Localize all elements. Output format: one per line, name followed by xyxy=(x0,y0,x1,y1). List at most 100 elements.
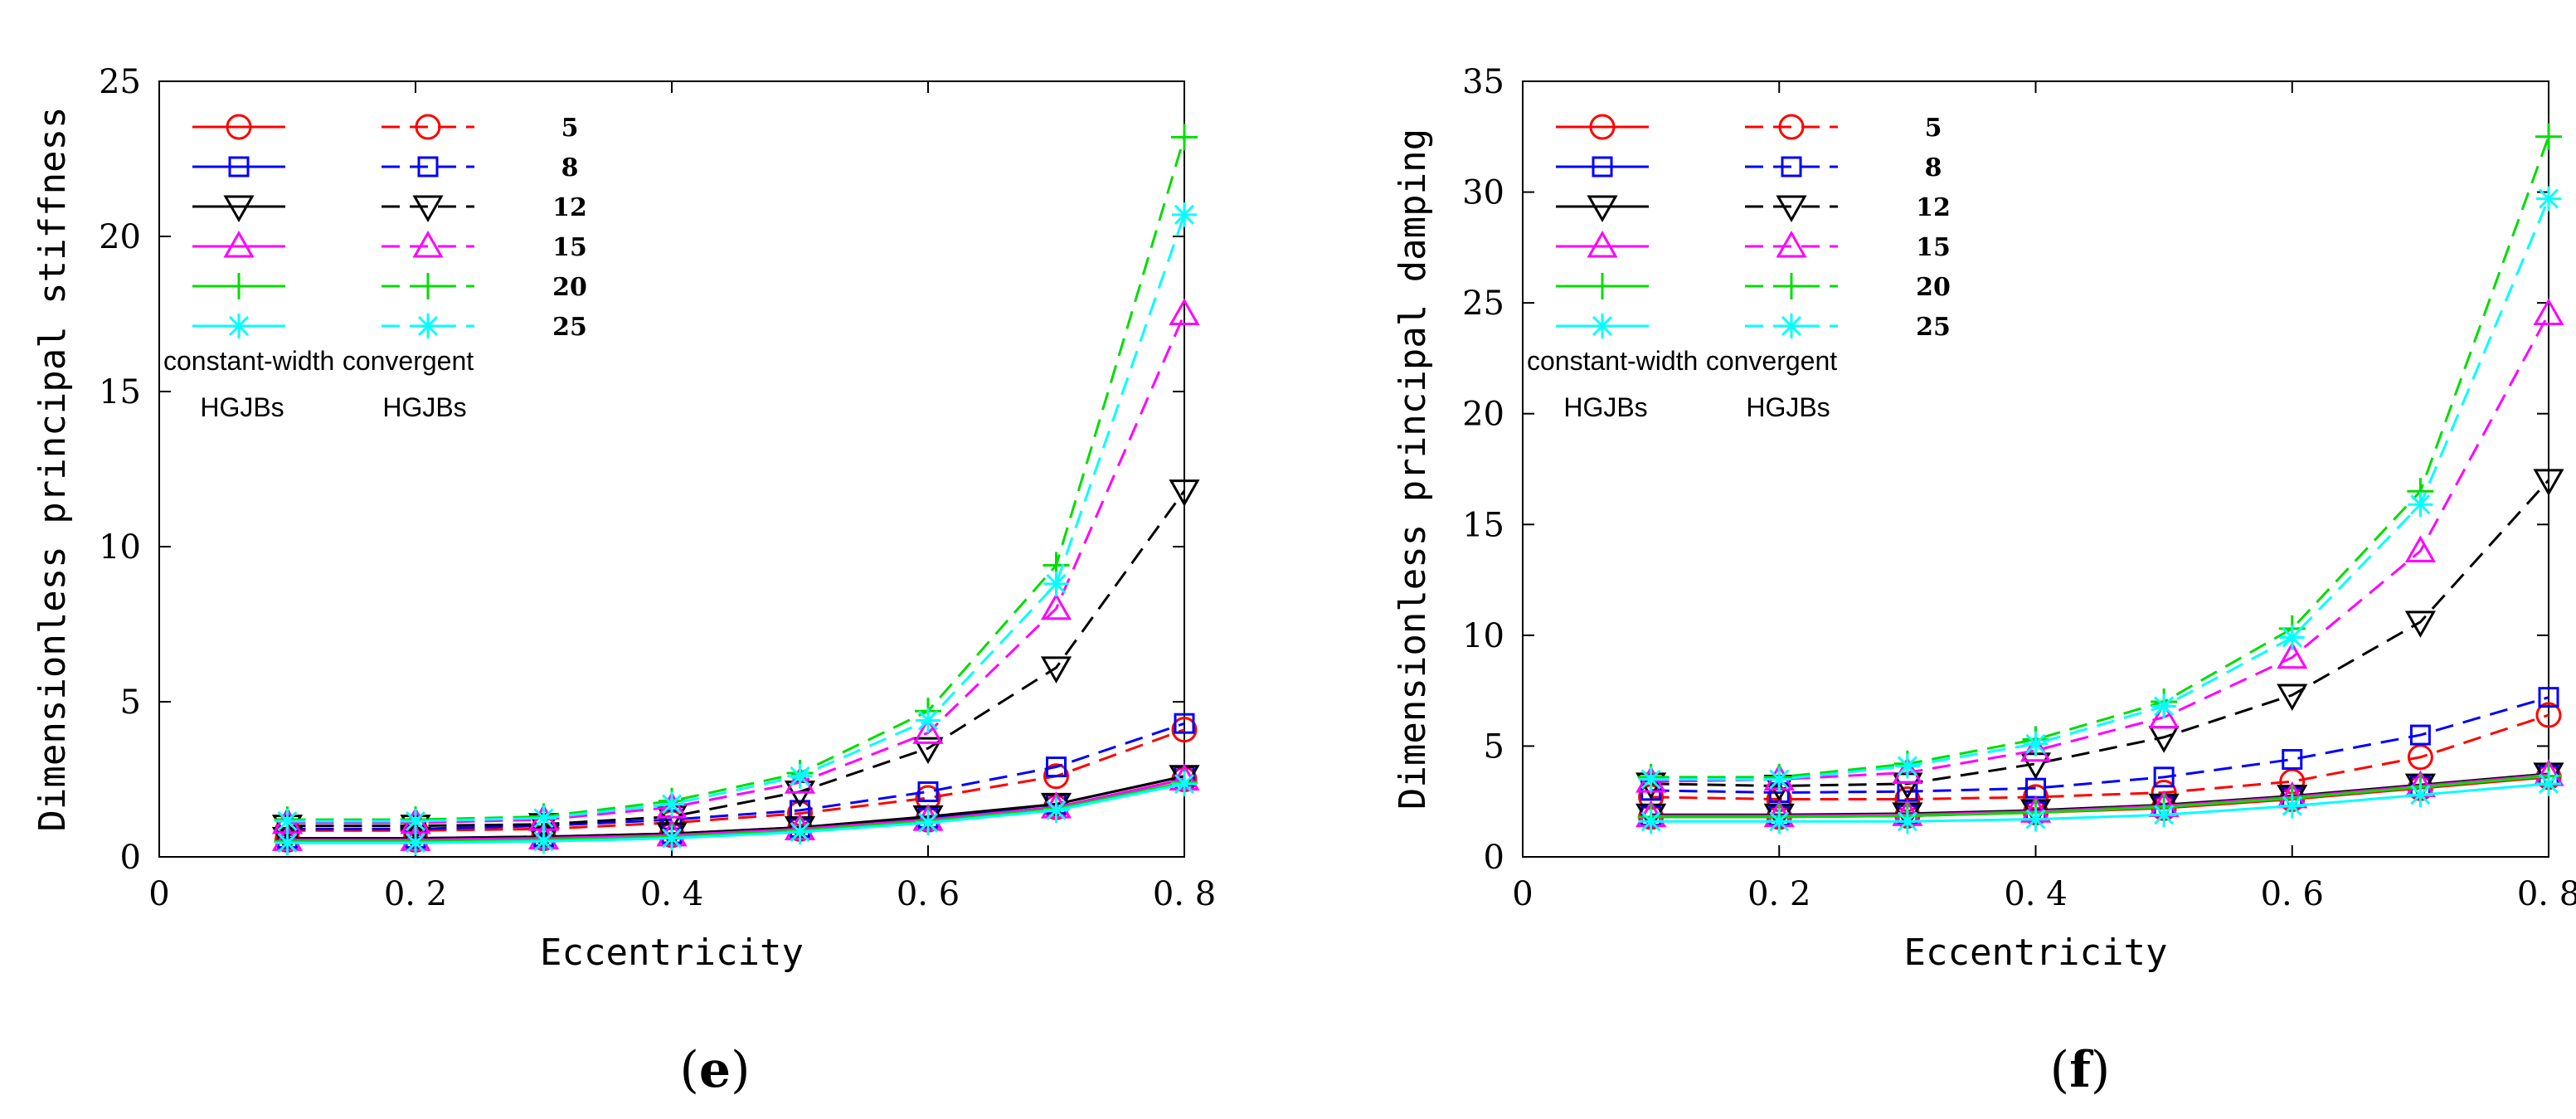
legend-entry-label: 15 xyxy=(1916,233,1951,262)
data-point-25-solid xyxy=(275,830,300,856)
data-point-25-dashed xyxy=(659,791,684,817)
data-point-25-dashed xyxy=(275,808,300,834)
series-line-25-solid xyxy=(287,782,1185,844)
series-line-20-solid xyxy=(1650,774,2549,819)
x-tick-label: 0 xyxy=(148,875,169,913)
legend-marker-solid xyxy=(1587,195,1618,223)
legend-marker-dashed xyxy=(1779,314,1804,338)
series-line-12-dashed xyxy=(1650,479,2550,788)
data-point-25-dashed xyxy=(2279,625,2305,650)
legend-marker-dashed xyxy=(412,230,444,258)
data-point-15-dashed xyxy=(2277,641,2308,669)
legend-marker-solid xyxy=(226,114,252,140)
data-point-15-dashed xyxy=(1169,298,1200,325)
data-point-25-dashed xyxy=(531,805,557,831)
legend-marker-dashed xyxy=(1776,230,1807,258)
y-tick-label: 10 xyxy=(1462,617,1504,655)
data-point-8-dashed xyxy=(917,781,939,802)
data-point-5-dashed xyxy=(2407,744,2433,771)
series-group xyxy=(271,124,1200,856)
y-tick-label: 10 xyxy=(99,528,141,567)
x-tick-label: 0. 2 xyxy=(384,875,447,913)
data-point-8-dashed xyxy=(1046,757,1067,778)
data-point-25-dashed xyxy=(1043,571,1069,596)
legend-marker-dashed xyxy=(412,195,444,223)
x-tick-label: 0 xyxy=(1512,875,1533,913)
data-point-12-dashed xyxy=(1040,656,1072,684)
data-point-25-solid xyxy=(1043,797,1069,823)
panel-label: (e) xyxy=(679,1041,750,1099)
legend-entry-label: 20 xyxy=(1916,273,1951,302)
data-point-25-dashed xyxy=(787,763,813,789)
legend-caption-constant-2: HGJBs xyxy=(1563,392,1647,422)
series-line-25-dashed xyxy=(1650,198,2550,781)
legend-entry-label: 25 xyxy=(552,313,587,342)
data-point-8-dashed xyxy=(2153,766,2175,788)
legend-entry-label: 15 xyxy=(552,233,587,262)
panel-label-open: ( xyxy=(2050,1041,2069,1099)
data-point-12-dashed xyxy=(2277,684,2308,712)
legend-entry-label: 8 xyxy=(561,153,579,182)
series-line-8-dashed xyxy=(287,722,1185,830)
data-point-25-dashed xyxy=(916,708,940,733)
legend-entry-label: 20 xyxy=(552,273,587,302)
data-point-25-solid xyxy=(531,829,557,854)
data-point-25-dashed xyxy=(2023,731,2049,757)
x-tick-label: 0. 6 xyxy=(897,875,960,913)
legend-caption-convergent: convergent xyxy=(343,346,474,376)
data-point-25-solid xyxy=(2408,782,2433,808)
x-axis: 0 0. 2 0. 4 0. 6 0. 8 xyxy=(1512,81,2576,913)
data-point-25-solid xyxy=(403,830,428,856)
panel-label: (f) xyxy=(2050,1041,2111,1099)
series-group xyxy=(1636,123,2564,834)
x-axis-title: Eccentricity xyxy=(1904,932,2168,974)
data-point-15-dashed xyxy=(784,766,816,794)
x-axis-title: Eccentricity xyxy=(540,932,804,974)
y-axis: 0 5 10 15 20 25 xyxy=(99,63,1184,877)
data-point-20-dashed xyxy=(1171,124,1198,151)
data-point-25-solid xyxy=(1638,809,1664,834)
chart-panel-f: 0 0. 2 0. 4 0. 6 0. 8 0 5 10 15 20 25 30 35 Eccentric… xyxy=(1392,63,2576,1099)
data-point-12-dashed xyxy=(2533,469,2564,496)
legend-entry-label: 12 xyxy=(1916,193,1951,222)
data-point-8-dashed xyxy=(2409,724,2431,746)
legend-marker-solid xyxy=(226,273,252,299)
panel-label-letter: f xyxy=(2069,1041,2094,1099)
series-line-12-dashed xyxy=(287,489,1186,828)
data-point-25-dashed xyxy=(1894,753,1920,779)
legend-caption-constant-2: HGJBs xyxy=(200,392,284,422)
panel-label-open: ( xyxy=(679,1041,698,1099)
data-point-25-dashed xyxy=(403,808,428,834)
data-point-25-solid xyxy=(2023,806,2049,832)
x-tick-label: 0. 8 xyxy=(1153,875,1216,913)
x-tick-label: 0. 2 xyxy=(1747,875,1810,913)
data-point-15-dashed xyxy=(912,717,944,744)
legend-caption-constant: constant-width xyxy=(163,346,334,376)
legend-marker-dashed xyxy=(1778,273,1805,299)
y-tick-label: 15 xyxy=(99,373,141,411)
y-axis-title: Dimensionless principal stiffness xyxy=(32,106,74,831)
y-tick-label: 20 xyxy=(1462,396,1504,434)
legend-entry-label: 5 xyxy=(561,114,579,143)
panel-label-letter: e xyxy=(699,1041,731,1099)
y-tick-label: 25 xyxy=(1462,285,1504,323)
data-point-25-dashed xyxy=(1638,766,1664,792)
data-point-15-dashed xyxy=(2404,535,2436,562)
data-point-25-dashed xyxy=(1767,766,1792,792)
data-point-25-solid xyxy=(2536,771,2561,796)
x-tick-label: 0. 4 xyxy=(640,875,703,913)
series-line-20-dashed xyxy=(287,136,1186,821)
data-point-20-dashed xyxy=(2535,123,2562,150)
y-tick-label: 25 xyxy=(99,63,141,101)
data-point-5-dashed xyxy=(1171,717,1198,743)
data-point-12-dashed xyxy=(912,737,944,765)
y-tick-label: 30 xyxy=(1462,174,1504,212)
data-point-8-dashed xyxy=(2538,687,2559,708)
x-axis: 0 0. 2 0. 4 0. 6 0. 8 xyxy=(148,81,1216,913)
legend-entry-label: 5 xyxy=(1925,114,1942,143)
series-line-5-dashed xyxy=(1650,713,2549,801)
panel-label-close: ) xyxy=(731,1041,750,1099)
data-point-5-dashed xyxy=(2535,702,2562,728)
legend-marker-solid xyxy=(223,230,255,258)
